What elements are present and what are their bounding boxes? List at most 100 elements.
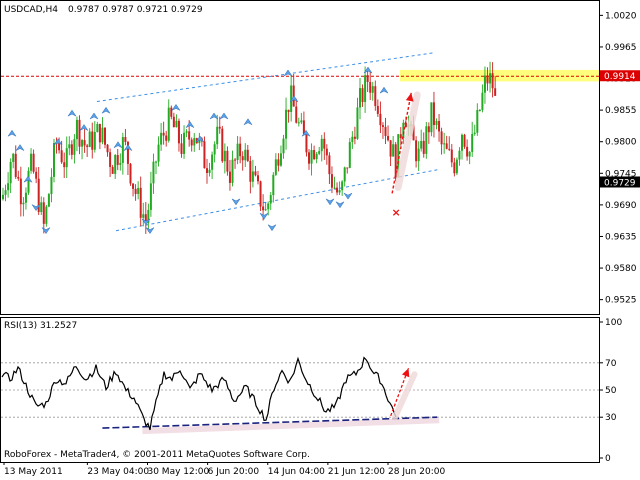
candle-body xyxy=(366,75,369,83)
candle-body xyxy=(134,188,137,194)
candle-body xyxy=(121,137,124,163)
candle-body xyxy=(297,122,300,124)
fractal-up-marker xyxy=(283,69,293,77)
price-tick-label: 0.9745 xyxy=(605,169,637,179)
candle-body xyxy=(448,148,451,150)
candle-body xyxy=(142,214,145,218)
candle-body xyxy=(155,161,157,163)
target-zone-band xyxy=(400,69,599,82)
fractal-up-marker xyxy=(53,138,63,146)
candle-body xyxy=(440,131,443,145)
candle-body xyxy=(58,143,61,151)
candle-body xyxy=(75,119,78,140)
time-tick-label: 23 May 04:00 xyxy=(87,467,149,477)
candle-body xyxy=(160,132,163,145)
candle-body xyxy=(330,174,333,188)
price-tick-label: 0.9965 xyxy=(605,43,637,53)
time-tick-label: 13 May 2011 xyxy=(4,467,63,477)
candle-body xyxy=(359,88,361,108)
candle-body xyxy=(35,171,38,179)
candle-body xyxy=(346,167,349,169)
fractal-up-marker xyxy=(195,135,205,143)
candle-body xyxy=(285,109,288,139)
candle-body xyxy=(267,203,270,210)
candle-body xyxy=(211,154,214,170)
symbol-title: USDCAD,H4 xyxy=(4,5,58,15)
candle-body xyxy=(37,178,40,213)
candle-body xyxy=(264,209,267,211)
candle-body xyxy=(213,144,216,155)
candle-body xyxy=(63,162,66,168)
rsi-axis: 100 70 50 30 0 xyxy=(599,318,622,464)
candle-body xyxy=(183,132,186,154)
fractal-up-marker xyxy=(289,95,299,103)
candle-body xyxy=(106,144,109,153)
candle-body xyxy=(206,168,208,173)
candle-body xyxy=(257,175,259,182)
candle-body xyxy=(458,150,461,160)
candle-body xyxy=(333,187,336,189)
candle-body xyxy=(144,214,147,223)
candle-body xyxy=(417,148,420,162)
candles xyxy=(2,61,497,234)
candle-body xyxy=(139,187,142,218)
candle-body xyxy=(27,170,30,193)
candle-body xyxy=(53,142,55,177)
candle-body xyxy=(236,143,239,160)
candle-body xyxy=(282,138,285,154)
candle-body xyxy=(341,181,344,191)
candle-body xyxy=(7,183,10,191)
candle-body xyxy=(313,150,316,160)
candle-body xyxy=(198,138,201,144)
current-price-tag xyxy=(600,176,640,188)
candle-body xyxy=(432,102,435,126)
candle-body xyxy=(188,131,191,140)
candle-body xyxy=(9,161,12,184)
fractal-up-marker xyxy=(379,86,389,94)
candle-body xyxy=(420,140,423,149)
candle-body xyxy=(279,153,282,166)
candle-body xyxy=(86,145,89,147)
candle-body xyxy=(126,141,129,164)
candle-body xyxy=(476,109,479,133)
rsi-trendline xyxy=(102,416,438,429)
candle-body xyxy=(162,132,165,136)
fractal-up-marker xyxy=(123,144,133,152)
price-tick-label: 0.9525 xyxy=(605,296,637,306)
candle-body xyxy=(241,156,244,161)
fractal-up-marker xyxy=(113,141,123,149)
candle-body xyxy=(137,187,140,194)
candle-body xyxy=(73,139,76,155)
price-tick-label: 0.9690 xyxy=(605,201,637,211)
candle-body xyxy=(374,86,377,106)
candle-body xyxy=(272,174,275,196)
fractal-up-marker xyxy=(7,129,17,137)
rsi-tick-label: 100 xyxy=(605,318,622,328)
candle-body xyxy=(364,75,367,102)
candle-body xyxy=(450,149,453,163)
candle-body xyxy=(172,116,175,128)
rsi-tick-label: 30 xyxy=(605,413,617,423)
candle-body xyxy=(244,149,247,161)
candle-body xyxy=(290,85,293,113)
candle-body xyxy=(147,209,150,223)
candle-body xyxy=(124,137,127,142)
candle-body xyxy=(167,107,170,141)
fractals xyxy=(7,66,389,235)
time-tick-label: 14 Jun 04:00 xyxy=(268,467,325,477)
candle-body xyxy=(376,105,379,114)
price-tick-label: 1.0020 xyxy=(605,11,637,21)
candle-body xyxy=(111,166,114,174)
candle-body xyxy=(104,127,106,145)
candle-body xyxy=(93,132,96,150)
candle-body xyxy=(259,181,262,207)
price-tick-label: 0.9855 xyxy=(605,106,637,116)
fractal-up-marker xyxy=(219,112,229,120)
candle-body xyxy=(98,123,101,143)
candle-body xyxy=(50,176,53,195)
candle-body xyxy=(463,134,466,147)
channel-upper-line xyxy=(96,52,435,102)
candle-body xyxy=(435,121,438,126)
candle-body xyxy=(170,107,173,117)
candle-body xyxy=(149,183,152,210)
